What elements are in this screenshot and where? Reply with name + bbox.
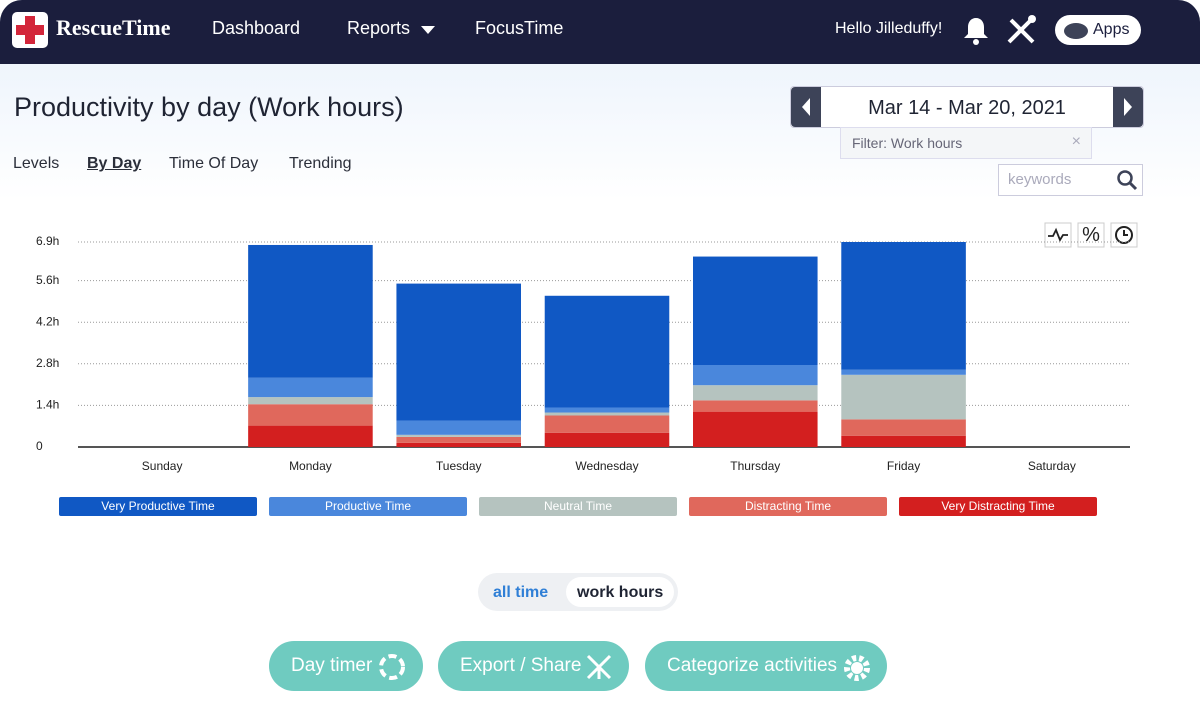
bar-segment xyxy=(544,412,670,416)
x-tick-label: Sunday xyxy=(142,459,183,473)
legend-label: Neutral Time xyxy=(544,499,612,513)
bar-segment xyxy=(396,442,521,447)
bell-icon[interactable] xyxy=(962,16,990,46)
prev-button[interactable] xyxy=(791,87,821,127)
button-label: Categorize activities xyxy=(667,655,838,676)
toggle-option[interactable]: all time xyxy=(493,584,549,601)
search-box[interactable]: keywords xyxy=(998,164,1143,196)
y-tick-label: 0 xyxy=(36,439,43,453)
bar-segment xyxy=(693,256,818,365)
percent-button[interactable] xyxy=(1077,222,1105,248)
nav-link[interactable]: Reports xyxy=(347,18,411,38)
close-icon[interactable]: × xyxy=(1071,133,1081,150)
x-tick-label: Friday xyxy=(887,459,920,473)
y-tick-label: 5.6h xyxy=(36,273,59,287)
tab[interactable]: Trending xyxy=(289,155,352,172)
x-tick-label: Monday xyxy=(289,459,332,473)
button-label: Export / Share xyxy=(460,655,582,676)
export-button[interactable]: Export / Share xyxy=(438,641,629,691)
filter-chip[interactable]: Filter: Work hours × xyxy=(840,127,1092,159)
day-timer-button[interactable]: Day timer xyxy=(269,641,423,691)
bar-segment xyxy=(396,434,521,437)
y-tick-label: 2.8h xyxy=(36,356,59,370)
next-button[interactable] xyxy=(1113,87,1143,127)
svg-text:%: % xyxy=(1082,224,1100,246)
logo-icon xyxy=(12,12,48,48)
cloud-icon xyxy=(1064,23,1088,39)
gear-icon xyxy=(844,655,870,681)
tab[interactable]: Time Of Day xyxy=(169,155,259,172)
bar-segment xyxy=(248,244,373,378)
tab[interactable]: Levels xyxy=(13,155,60,172)
dropdown-caret xyxy=(421,26,435,34)
bar-segment xyxy=(693,385,818,401)
bar-segment xyxy=(544,432,670,447)
bar-segment xyxy=(396,436,521,443)
nav-link[interactable]: FocusTime xyxy=(475,18,564,38)
bar-segment xyxy=(248,404,373,426)
bar-segment xyxy=(693,365,818,386)
bar-segment xyxy=(248,397,373,405)
legend-label: Distracting Time xyxy=(745,499,831,513)
apps-label: Apps xyxy=(1093,21,1130,38)
logo[interactable]: RescueTime xyxy=(56,15,171,40)
bar-segment xyxy=(693,400,818,412)
bar-segment xyxy=(544,415,670,433)
bar-segment xyxy=(841,374,966,420)
x-tick-label: Tuesday xyxy=(436,459,482,473)
toggle-option: work hours xyxy=(577,584,664,601)
tools-icon[interactable] xyxy=(1005,14,1037,46)
toggle-selected[interactable]: work hours xyxy=(566,577,674,607)
share-icon xyxy=(586,654,612,680)
x-tick-label: Wednesday xyxy=(575,459,638,473)
y-tick-label: 6.9h xyxy=(36,234,59,248)
y-tick-label: 1.4h xyxy=(36,398,59,412)
bar-segment xyxy=(544,295,670,408)
filter-label: Filter: Work hours xyxy=(852,135,963,151)
bar-segment xyxy=(396,283,521,421)
nav-bar: RescueTime Dashboard Reports FocusTime H… xyxy=(0,0,1200,64)
bar-segment xyxy=(841,242,966,370)
button-label: Day timer xyxy=(291,655,373,676)
legend-label: Very Productive Time xyxy=(101,499,215,513)
categorize-button[interactable]: Categorize activities xyxy=(645,641,887,691)
x-tick-label: Thursday xyxy=(730,459,780,473)
bar-segment xyxy=(841,419,966,436)
legend-swatch xyxy=(689,497,887,516)
tab-active[interactable]: By Day xyxy=(87,155,142,172)
legend-label: Productive Time xyxy=(325,499,411,513)
bar-segment xyxy=(693,411,818,447)
search-placeholder: keywords xyxy=(1008,171,1072,188)
apps-button[interactable]: Apps xyxy=(1055,15,1141,45)
bar-segment xyxy=(396,420,521,435)
bar-segment xyxy=(248,377,373,398)
legend-swatch xyxy=(59,497,257,516)
page-title: Productivity by day (Work hours) xyxy=(14,92,404,122)
legend-swatch xyxy=(269,497,467,516)
chart-tools: % xyxy=(1044,222,1138,248)
bar-segment xyxy=(248,425,373,447)
bar-segment xyxy=(841,369,966,375)
search-icon[interactable] xyxy=(1116,169,1138,191)
y-tick-label: 4.2h xyxy=(36,314,59,328)
date-picker: Mar 14 - Mar 20, 2021 xyxy=(790,86,1144,128)
legend-swatch xyxy=(899,497,1097,516)
time-toggle: all time work hours xyxy=(478,573,678,611)
chart: 0 1.4h 2.8h 4.2h 5.6h 6.9h Sunday Monday Tuesday… xyxy=(36,234,1130,516)
legend-swatch xyxy=(479,497,677,516)
x-tick-label: Saturday xyxy=(1028,459,1076,473)
nav-link[interactable]: Dashboard xyxy=(212,18,301,38)
bar-segment xyxy=(841,435,966,447)
bar-segment xyxy=(544,407,670,413)
timer-icon xyxy=(379,654,405,680)
legend-label: Very Distracting Time xyxy=(941,499,1055,513)
greeting: Hello Jilleduffy! xyxy=(835,20,943,37)
date-range[interactable]: Mar 14 - Mar 20, 2021 xyxy=(868,97,1066,119)
